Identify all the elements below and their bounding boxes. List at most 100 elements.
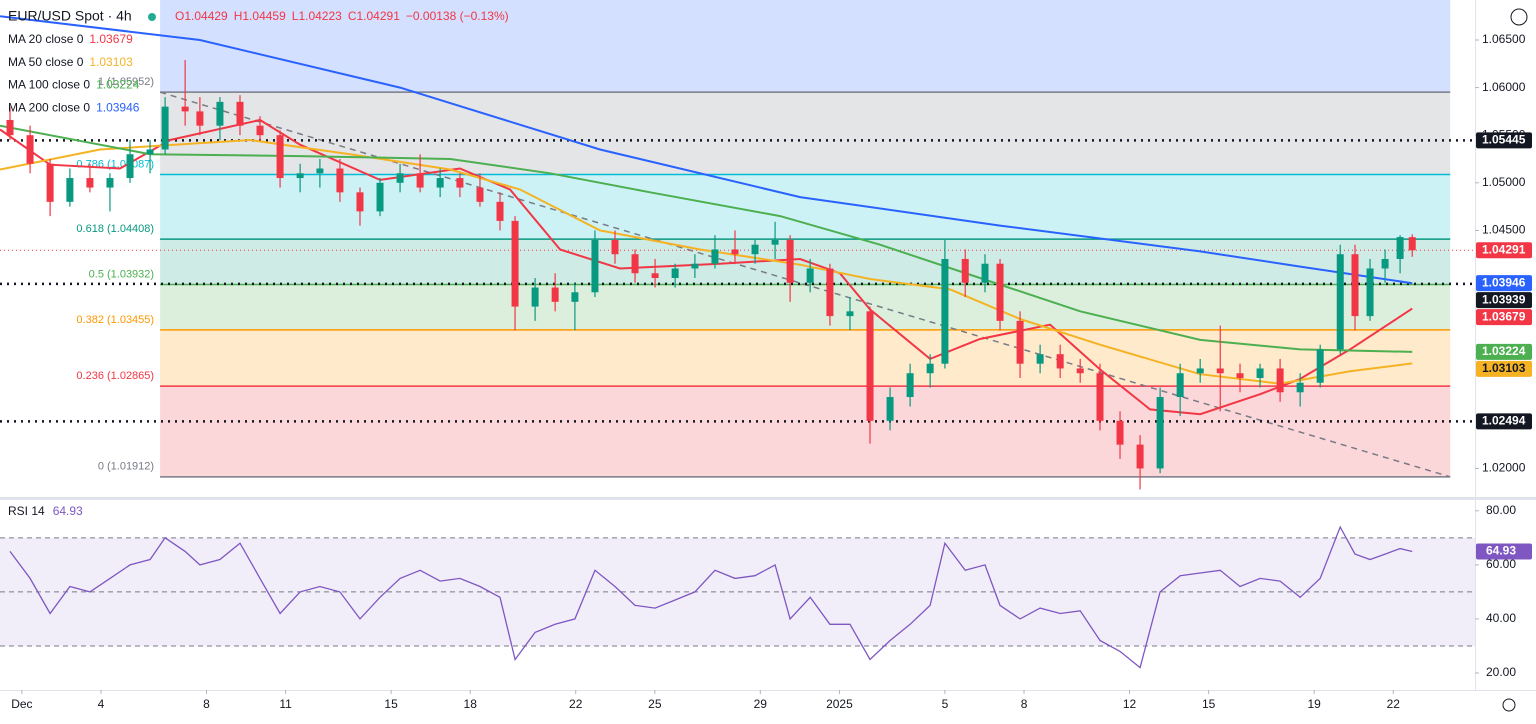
fib-zone	[160, 329, 1451, 387]
fib-zone	[160, 0, 1451, 93]
candle-body	[146, 149, 154, 155]
price-label-box	[1476, 242, 1532, 259]
x-tick-label: 19	[1307, 697, 1321, 711]
candle-body	[1156, 397, 1164, 469]
candle-body	[1076, 368, 1084, 374]
moving-average	[0, 124, 1413, 353]
x-tick-label: 18	[464, 697, 478, 711]
candle-body	[476, 187, 484, 202]
candle-body	[786, 239, 794, 283]
y-tick-label: 1.06500	[1482, 32, 1526, 46]
candle-body	[6, 119, 14, 136]
legend-name: MA 20 close 0	[8, 32, 84, 46]
y-tick-label: 60.00	[1486, 557, 1516, 571]
candle-body	[906, 373, 914, 398]
fib-label: 0.382 (1.03455)	[76, 314, 154, 326]
y-tick-label: 1.04500	[1482, 223, 1526, 237]
main-plot: 0 (1.01912) 0.236 (1.02865) 0.382 (1.03455…	[0, 0, 1475, 490]
ohlc-value: C1.04291	[348, 9, 400, 23]
candle-body	[531, 287, 539, 307]
candle-body	[691, 263, 699, 269]
price-label: 1.03679	[1482, 309, 1526, 323]
candle-body	[496, 201, 504, 221]
candle-body	[996, 263, 1004, 321]
candle-body	[1351, 254, 1359, 317]
price-label: 1.03224	[1482, 344, 1526, 358]
candle-body	[571, 292, 579, 302]
price-label: 1.03946	[1482, 275, 1526, 289]
candle-body	[196, 111, 204, 126]
candle-body	[1236, 373, 1244, 378]
legend-value: 1.03946	[96, 100, 140, 114]
legend-name: MA 200 close 0	[8, 100, 90, 114]
price-label-box	[1476, 292, 1532, 309]
candle-body	[416, 173, 424, 188]
x-tick-label: 5	[942, 697, 949, 711]
candle-body	[1176, 373, 1184, 398]
price-label: 1.03103	[1482, 361, 1526, 375]
candle-body	[551, 287, 559, 302]
price-label-box	[1476, 343, 1532, 360]
price-label-box	[1476, 132, 1532, 149]
price-label-box	[1476, 275, 1532, 292]
candle-body	[671, 268, 679, 279]
y-tick-label: 1.06000	[1482, 80, 1526, 94]
price-label-box	[1476, 360, 1532, 377]
candle-body	[86, 178, 94, 188]
candle-body	[296, 173, 304, 179]
candle-body	[1196, 368, 1204, 374]
candle-body	[846, 311, 854, 317]
settings-icon[interactable]	[1510, 8, 1528, 26]
candle-body	[1381, 258, 1389, 269]
candle-body	[216, 101, 224, 126]
fib-zone	[160, 174, 1451, 240]
candle-body	[886, 397, 894, 421]
candle-body	[236, 101, 244, 126]
y-tick-label: 80.00	[1486, 503, 1516, 517]
settings-icon[interactable]	[1502, 698, 1516, 712]
candle-body	[181, 106, 189, 112]
legend-value: 1.03224	[96, 78, 140, 92]
legend-name: MA 100 close 0	[8, 78, 90, 92]
candle-body	[161, 106, 169, 150]
candle-body	[356, 192, 364, 212]
candle-body	[26, 135, 34, 164]
candle-body	[1116, 420, 1124, 445]
x-tick-label: 8	[203, 697, 210, 711]
y-tick-label: 40.00	[1486, 611, 1516, 625]
candle-body	[316, 168, 324, 174]
candle-body	[806, 268, 814, 283]
x-tick-label: 22	[1387, 697, 1401, 711]
x-tick-label: 8	[1021, 697, 1028, 711]
ohlc-value: H1.04459	[234, 9, 286, 23]
x-tick-label: 4	[98, 697, 105, 711]
candle-body	[651, 273, 659, 279]
chart-title: EUR/USD Spot · 4h	[8, 8, 132, 24]
candle-body	[981, 263, 989, 283]
y-tick-label: 1.05000	[1482, 175, 1526, 189]
candle-body	[1216, 368, 1224, 374]
x-tick-label: 15	[1202, 697, 1216, 711]
legend-value: 1.03103	[89, 55, 133, 69]
candle-body	[336, 168, 344, 193]
candle-body	[961, 258, 969, 283]
fib-zone	[160, 92, 1451, 175]
fib-label: 0.236 (1.02865)	[76, 370, 154, 382]
candle-body	[771, 239, 779, 245]
candle-body	[1408, 237, 1416, 251]
candle-body	[396, 173, 404, 183]
candle-body	[456, 178, 464, 188]
fib-zone	[160, 386, 1451, 477]
candle-body	[611, 239, 619, 255]
x-tick-label: 2025	[826, 697, 853, 711]
candle-body	[1276, 368, 1284, 393]
candle-body	[1336, 254, 1344, 350]
candle-body	[1366, 268, 1374, 317]
candle-body	[1096, 373, 1104, 421]
legend-name: MA 50 close 0	[8, 55, 84, 69]
candle-body	[631, 254, 639, 274]
candle-body	[126, 154, 134, 179]
